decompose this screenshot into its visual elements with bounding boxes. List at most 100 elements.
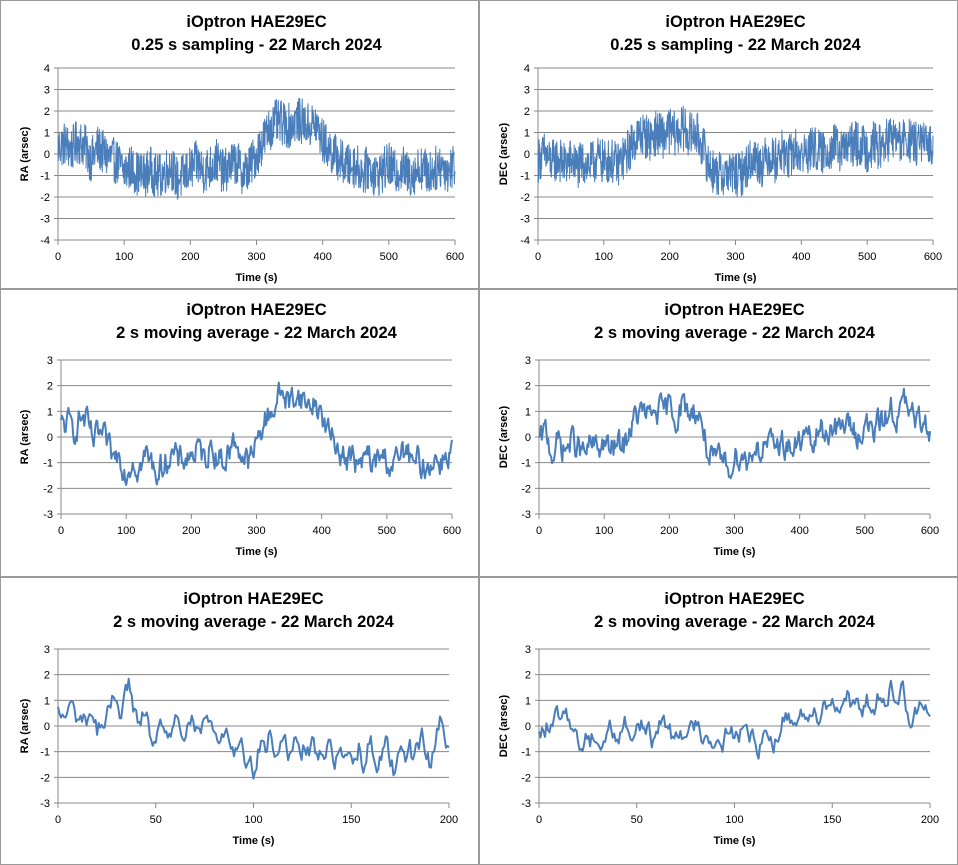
y-tick-label: -2 xyxy=(521,772,531,784)
chart-title: iOptron HAE29EC xyxy=(186,13,326,31)
x-tick-label: 100 xyxy=(115,251,133,263)
x-tick-label: 150 xyxy=(342,814,360,826)
y-tick-label: 4 xyxy=(44,63,50,75)
x-tick-label: 500 xyxy=(380,251,398,263)
y-axis-label: DEC (arsec) xyxy=(498,405,510,468)
y-tick-label: 1 xyxy=(44,695,50,707)
y-tick-label: -2 xyxy=(520,192,530,204)
x-tick-label: 0 xyxy=(536,525,542,537)
chart-subtitle: 0.25 s sampling - 22 March 2024 xyxy=(131,36,382,54)
y-tick-label: -1 xyxy=(40,747,50,759)
y-tick-label: -2 xyxy=(43,483,53,495)
x-tick-label: 500 xyxy=(378,525,396,537)
x-axis-label: Time (s) xyxy=(714,546,756,558)
panel-frame xyxy=(0,289,479,577)
y-tick-label: -1 xyxy=(521,458,531,470)
x-tick-label: 100 xyxy=(244,814,262,826)
y-tick-label: -2 xyxy=(40,192,50,204)
y-tick-label: -3 xyxy=(40,214,50,226)
x-tick-label: 0 xyxy=(55,814,61,826)
x-tick-label: 0 xyxy=(536,814,542,826)
x-tick-label: 400 xyxy=(790,525,808,537)
x-tick-label: 400 xyxy=(313,251,331,263)
x-tick-label: 200 xyxy=(182,525,200,537)
y-tick-label: -3 xyxy=(521,509,531,521)
x-tick-label: 600 xyxy=(924,251,942,263)
x-tick-label: 200 xyxy=(660,525,678,537)
series-line xyxy=(60,381,453,486)
y-tick-label: -1 xyxy=(43,458,53,470)
x-tick-label: 100 xyxy=(725,814,743,826)
y-tick-label: -2 xyxy=(521,483,531,495)
y-tick-label: 2 xyxy=(47,381,53,393)
y-tick-label: 1 xyxy=(525,406,531,418)
chart-title: iOptron HAE29EC xyxy=(186,301,326,319)
x-tick-label: 400 xyxy=(312,525,330,537)
y-axis-label: DEC (arsec) xyxy=(498,694,510,757)
y-tick-label: -1 xyxy=(520,171,530,183)
chart-title: iOptron HAE29EC xyxy=(664,590,804,608)
chart-title: iOptron HAE29EC xyxy=(664,301,804,319)
chart-subtitle: 2 s moving average - 22 March 2024 xyxy=(594,324,875,342)
x-tick-label: 200 xyxy=(440,814,458,826)
x-tick-label: 600 xyxy=(921,525,939,537)
x-tick-label: 200 xyxy=(181,251,199,263)
y-tick-label: 2 xyxy=(524,106,530,118)
x-tick-label: 0 xyxy=(58,525,64,537)
y-tick-label: 0 xyxy=(44,721,50,733)
y-tick-label: 0 xyxy=(47,432,53,444)
panel-frame xyxy=(479,577,958,865)
y-tick-label: 2 xyxy=(525,670,531,682)
series-line xyxy=(538,387,931,480)
chart-subtitle: 0.25 s sampling - 22 March 2024 xyxy=(610,36,861,54)
series-line xyxy=(57,677,450,780)
y-tick-label: 3 xyxy=(47,355,53,367)
chart-subtitle: 2 s moving average - 22 March 2024 xyxy=(594,613,875,631)
y-tick-label: 3 xyxy=(524,85,530,97)
y-tick-label: 0 xyxy=(524,149,530,161)
y-tick-label: 4 xyxy=(524,63,530,75)
y-tick-label: -3 xyxy=(43,509,53,521)
y-tick-label: 3 xyxy=(44,85,50,97)
y-axis-label: RA (arsec) xyxy=(19,409,31,464)
x-tick-label: 100 xyxy=(117,525,135,537)
x-tick-label: 200 xyxy=(660,251,678,263)
y-axis-label: DEC (arsec) xyxy=(498,122,510,185)
x-axis-label: Time (s) xyxy=(236,546,278,558)
y-tick-label: 2 xyxy=(525,381,531,393)
x-tick-label: 400 xyxy=(792,251,810,263)
panel-frame xyxy=(0,577,479,865)
y-tick-label: -1 xyxy=(40,171,50,183)
x-tick-label: 150 xyxy=(823,814,841,826)
y-tick-label: 0 xyxy=(525,432,531,444)
chart-subtitle: 2 s moving average - 22 March 2024 xyxy=(113,613,394,631)
y-tick-label: 1 xyxy=(47,406,53,418)
chart-panel-1: iOptron HAE29EC 0.25 s sampling - 22 Marc… xyxy=(0,0,479,289)
chart-panel-6: iOptron HAE29EC 2 s moving average - 22 M… xyxy=(479,577,958,865)
chart-title: iOptron HAE29EC xyxy=(183,590,323,608)
series-line xyxy=(538,679,931,760)
x-tick-label: 600 xyxy=(446,251,464,263)
chart-title: iOptron HAE29EC xyxy=(665,13,805,31)
y-tick-label: 0 xyxy=(44,149,50,161)
x-tick-label: 300 xyxy=(247,525,265,537)
x-tick-label: 200 xyxy=(921,814,939,826)
y-axis-label: RA (arsec) xyxy=(19,126,31,181)
x-axis-label: Time (s) xyxy=(236,272,278,284)
series-line xyxy=(57,97,456,200)
y-tick-label: -3 xyxy=(520,214,530,226)
y-axis-label: RA (arsec) xyxy=(19,698,31,753)
y-tick-label: 3 xyxy=(525,355,531,367)
x-tick-label: 300 xyxy=(247,251,265,263)
x-tick-label: 500 xyxy=(856,525,874,537)
x-axis-label: Time (s) xyxy=(714,835,756,847)
chart-subtitle: 2 s moving average - 22 March 2024 xyxy=(116,324,397,342)
x-axis-label: Time (s) xyxy=(715,272,757,284)
y-tick-label: -1 xyxy=(521,747,531,759)
x-tick-label: 0 xyxy=(535,251,541,263)
chart-panel-3: iOptron HAE29EC 2 s moving average - 22 M… xyxy=(0,289,479,577)
y-tick-label: 1 xyxy=(525,695,531,707)
y-tick-label: 3 xyxy=(44,644,50,656)
y-tick-label: -4 xyxy=(520,235,530,247)
